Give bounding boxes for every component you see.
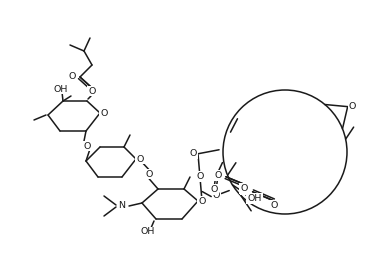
Text: N: N <box>118 202 126 211</box>
Text: O: O <box>83 141 91 151</box>
Text: O: O <box>100 109 108 118</box>
Text: O: O <box>213 191 220 200</box>
Text: O: O <box>189 149 197 158</box>
Text: O: O <box>136 155 144 164</box>
Text: O: O <box>88 87 96 95</box>
Text: O: O <box>68 71 76 81</box>
Text: O: O <box>271 201 278 210</box>
Text: O: O <box>349 102 356 111</box>
Text: OH: OH <box>247 194 262 203</box>
Text: OH: OH <box>141 227 155 237</box>
Text: O: O <box>240 184 248 193</box>
Text: O: O <box>214 171 222 180</box>
Text: O: O <box>146 169 153 179</box>
Text: O: O <box>241 185 248 194</box>
Text: O: O <box>196 172 204 181</box>
Text: OH: OH <box>54 85 68 94</box>
Text: O: O <box>198 197 206 206</box>
Text: O: O <box>211 185 218 194</box>
